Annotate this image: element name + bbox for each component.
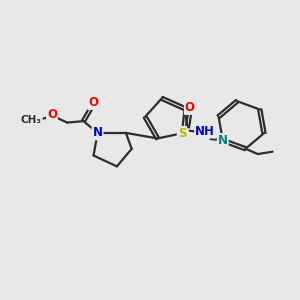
- Text: O: O: [47, 108, 57, 121]
- Text: N: N: [93, 126, 103, 140]
- Text: N: N: [218, 134, 228, 147]
- Text: NH: NH: [195, 124, 215, 138]
- Text: O: O: [185, 101, 195, 114]
- Text: S: S: [178, 127, 186, 140]
- Text: O: O: [88, 96, 98, 109]
- Text: CH₃: CH₃: [21, 115, 42, 124]
